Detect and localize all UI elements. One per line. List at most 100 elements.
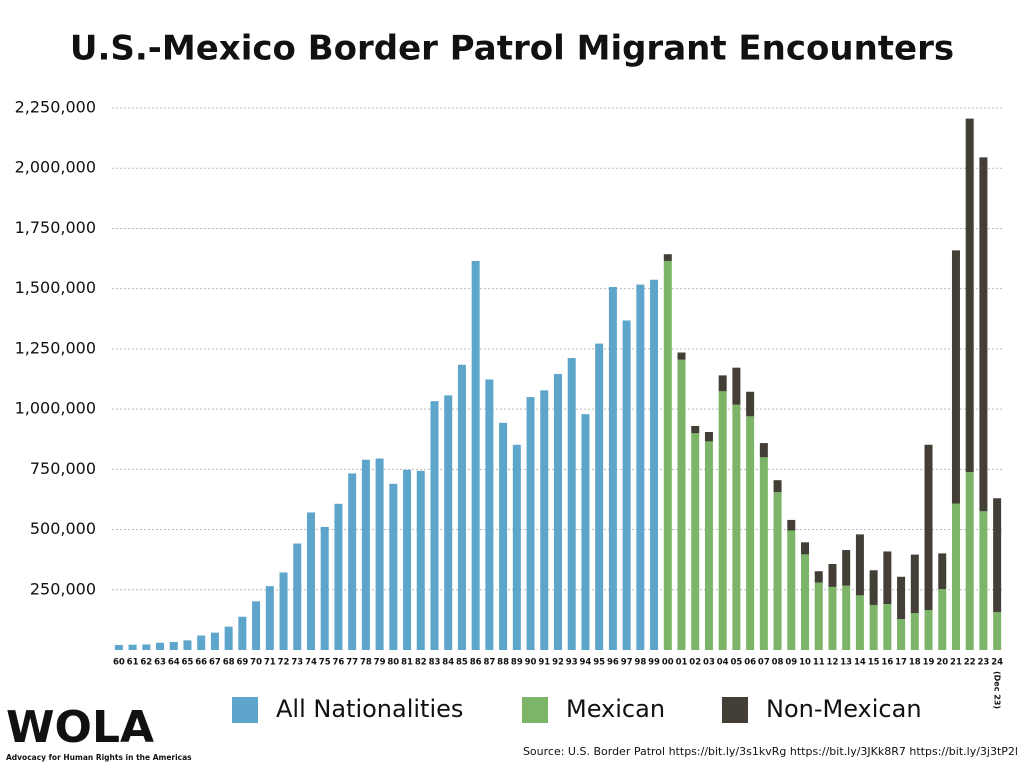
bar	[403, 469, 412, 650]
bar	[979, 511, 988, 650]
x-tick-label: 72	[278, 658, 290, 668]
x-tick-label: 07	[758, 658, 770, 668]
bar	[787, 530, 796, 650]
bar	[938, 589, 947, 650]
bar	[704, 441, 713, 650]
x-tick-label: 24	[991, 658, 1003, 668]
bar	[965, 471, 974, 650]
legend-label: Non-Mexican	[766, 695, 922, 723]
bar	[650, 279, 659, 650]
y-tick-label: 750,000	[30, 459, 96, 478]
bar	[759, 457, 768, 650]
bar	[869, 570, 878, 605]
bar	[801, 554, 810, 650]
logo-name: WOLA	[6, 702, 154, 753]
bar	[142, 644, 151, 650]
bar	[718, 375, 727, 392]
x-tick-label: 67	[209, 658, 221, 668]
x-tick-label: 77	[346, 658, 358, 668]
bar	[910, 554, 919, 614]
source: Source: U.S. Border Patrol https://bit.l…	[523, 745, 1018, 758]
x-tick-label: 70	[250, 658, 262, 668]
bar	[842, 585, 851, 650]
bar	[128, 644, 137, 650]
y-tick-label: 1,250,000	[15, 338, 96, 357]
logo-tagline: Advocacy for Human Rights in the America…	[6, 753, 192, 762]
x-tick-label: 12	[827, 658, 839, 668]
bar	[622, 320, 631, 650]
x-tick-label: 61	[127, 658, 139, 668]
annotation: (Dec 23)	[993, 671, 1002, 709]
bar	[197, 635, 206, 650]
x-tick-label: 89	[511, 658, 523, 668]
bar	[389, 483, 398, 650]
x-tick-label: 75	[319, 658, 331, 668]
x-tick-label: 66	[195, 658, 207, 668]
x-tick-label: 11	[813, 658, 825, 668]
bar	[540, 390, 549, 650]
y-tick-label: 2,000,000	[15, 158, 96, 177]
bar	[883, 551, 892, 604]
legend-swatch	[232, 697, 258, 723]
bar	[691, 433, 700, 650]
bar	[814, 582, 823, 650]
bar	[691, 425, 700, 434]
x-tick-label: 86	[470, 658, 482, 668]
x-tick-label: 83	[429, 658, 441, 668]
bar	[897, 576, 906, 620]
bar	[252, 601, 261, 650]
x-tick-label: 88	[497, 658, 509, 668]
legend-swatch	[722, 697, 748, 723]
legend-label: All Nationalities	[276, 695, 463, 723]
x-tick-label: 94	[580, 658, 592, 668]
x-tick-label: 80	[387, 658, 399, 668]
x-tick-label: 14	[854, 658, 866, 668]
bar	[444, 395, 453, 650]
bar	[951, 250, 960, 504]
x-tick-label: 09	[785, 658, 797, 668]
legend-label: Mexican	[566, 695, 665, 723]
bar	[265, 586, 274, 650]
bar	[732, 404, 741, 650]
x-tick-label: 97	[621, 658, 633, 668]
x-tick-label: 62	[140, 658, 152, 668]
bar	[773, 480, 782, 493]
x-tick-label: 20	[936, 658, 948, 668]
bar	[677, 359, 686, 650]
bar	[238, 616, 247, 650]
y-tick-label: 500,000	[30, 519, 96, 538]
bar	[224, 626, 233, 650]
x-tick-label: 03	[703, 658, 715, 668]
bar	[361, 459, 370, 650]
bar	[951, 503, 960, 650]
x-tick-label: 96	[607, 658, 619, 668]
bar	[663, 260, 672, 650]
bar	[910, 613, 919, 650]
bar	[704, 431, 713, 442]
bar	[416, 470, 425, 650]
bar	[169, 642, 178, 650]
bar	[677, 352, 686, 360]
bar	[499, 422, 508, 650]
x-tick-label: 17	[895, 658, 907, 668]
bar	[828, 586, 837, 650]
x-tick-label: 71	[264, 658, 276, 668]
x-tick-label: 08	[772, 658, 784, 668]
x-tick-label: 81	[401, 658, 413, 668]
bar	[746, 416, 755, 650]
bar	[993, 612, 1002, 650]
x-tick-label: 00	[662, 658, 674, 668]
bar	[828, 564, 837, 587]
x-tick-label: 60	[113, 658, 125, 668]
bar	[924, 610, 933, 650]
x-tick-label: 05	[730, 658, 742, 668]
bar	[554, 373, 562, 650]
y-tick-label: 1,750,000	[15, 218, 96, 237]
bar	[581, 414, 590, 650]
x-tick-label: 22	[964, 658, 976, 668]
bar	[348, 473, 357, 650]
x-tick-label: 84	[442, 658, 454, 668]
x-tick-label: 18	[909, 658, 921, 668]
bar	[183, 640, 192, 650]
bar	[375, 458, 384, 650]
